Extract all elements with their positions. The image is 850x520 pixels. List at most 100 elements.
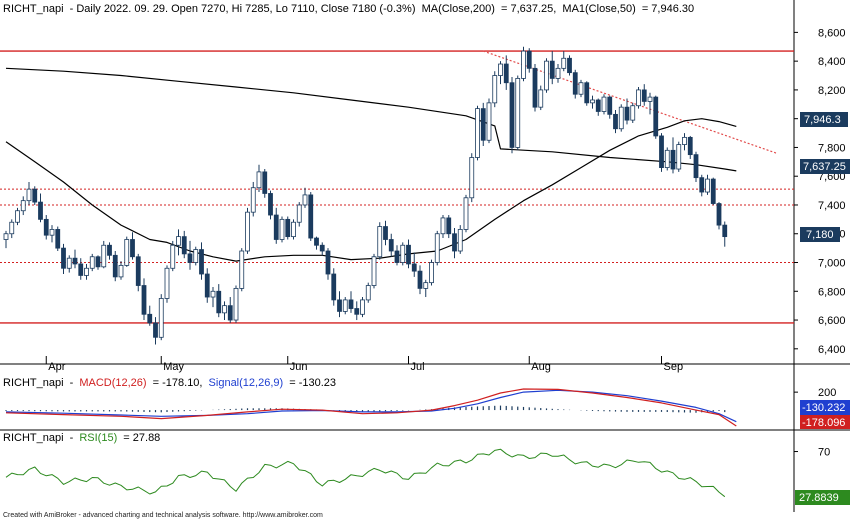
month-label: Sep bbox=[664, 361, 684, 373]
macd-line bbox=[5, 388, 737, 427]
candle bbox=[687, 135, 693, 159]
candle-body bbox=[503, 63, 509, 84]
candle-body bbox=[624, 106, 630, 121]
price-ytick-label: 6,400 bbox=[818, 344, 846, 356]
candle bbox=[388, 233, 394, 257]
candle-body bbox=[532, 67, 538, 108]
candle-body bbox=[498, 63, 503, 76]
candle-body bbox=[469, 157, 475, 199]
price-ytick-label: 7,600 bbox=[818, 171, 846, 183]
candle bbox=[555, 64, 561, 83]
candle bbox=[176, 229, 181, 256]
candle bbox=[72, 249, 78, 269]
candle-body bbox=[693, 154, 699, 179]
candle-body bbox=[526, 50, 532, 69]
candle-body bbox=[216, 290, 222, 314]
candle bbox=[20, 196, 26, 216]
candle bbox=[457, 225, 463, 254]
candle-body bbox=[308, 194, 314, 239]
candle-body bbox=[354, 308, 360, 315]
candle-body bbox=[463, 197, 469, 230]
candle bbox=[193, 246, 199, 266]
candle bbox=[15, 207, 20, 226]
candle-body bbox=[176, 236, 181, 246]
candle bbox=[118, 261, 124, 280]
candle bbox=[371, 253, 377, 289]
candle-body bbox=[15, 210, 20, 223]
candle bbox=[469, 153, 475, 203]
candle bbox=[394, 245, 400, 266]
candle bbox=[250, 181, 256, 217]
candle-body bbox=[371, 256, 377, 286]
candle bbox=[55, 226, 61, 252]
candle bbox=[584, 81, 590, 106]
candle bbox=[475, 105, 480, 161]
candle bbox=[705, 174, 710, 195]
badge-close-text: 7,180 bbox=[806, 229, 834, 241]
price-header-ticker: RICHT_napi bbox=[3, 3, 64, 15]
candle bbox=[670, 137, 676, 174]
candle-body bbox=[417, 270, 423, 289]
candle bbox=[446, 215, 452, 239]
candle-body bbox=[72, 257, 78, 265]
candle-body bbox=[141, 285, 147, 315]
candle bbox=[624, 98, 630, 125]
candle-body bbox=[601, 96, 607, 112]
candle-body bbox=[89, 256, 95, 269]
candle bbox=[84, 263, 89, 280]
candle bbox=[653, 95, 659, 139]
badge-close: 7,180 bbox=[800, 227, 840, 242]
price-ytick-label: 7,800 bbox=[818, 142, 846, 154]
candle-body bbox=[118, 264, 124, 278]
candle-body bbox=[26, 188, 32, 202]
candle-body bbox=[187, 253, 193, 263]
candle-body bbox=[256, 171, 262, 189]
candle-body bbox=[193, 249, 199, 263]
candle-body bbox=[659, 135, 664, 168]
candle bbox=[95, 255, 101, 270]
candle bbox=[187, 240, 193, 270]
badge-rsi: 27.8839 bbox=[795, 490, 850, 505]
candle-body bbox=[222, 305, 227, 314]
month-label: May bbox=[163, 361, 184, 373]
month-label: Jun bbox=[290, 361, 308, 373]
candle-body bbox=[722, 224, 728, 238]
candle-body bbox=[49, 229, 55, 236]
macd-signal-line bbox=[5, 389, 737, 423]
candle-body bbox=[434, 233, 440, 263]
candle-body bbox=[509, 82, 515, 148]
candle bbox=[158, 294, 164, 341]
candle bbox=[26, 181, 32, 205]
candle bbox=[262, 169, 268, 198]
candle bbox=[210, 286, 216, 308]
candle-body bbox=[590, 99, 595, 104]
candle-body bbox=[337, 299, 342, 312]
candle-body bbox=[153, 322, 158, 338]
candle-body bbox=[250, 187, 256, 213]
candle-body bbox=[555, 67, 561, 79]
candle bbox=[319, 242, 325, 256]
candle-body bbox=[716, 203, 722, 226]
price-ytick-label: 8,200 bbox=[818, 85, 846, 97]
candle bbox=[49, 225, 55, 243]
badge-macd-text: -178.096 bbox=[802, 417, 845, 429]
candle-body bbox=[406, 244, 411, 265]
candle-body bbox=[135, 256, 141, 286]
rsi-ytick-label: 70 bbox=[818, 447, 830, 459]
candle bbox=[3, 230, 9, 249]
candle-body bbox=[705, 178, 710, 193]
candle-body bbox=[170, 244, 176, 269]
candle bbox=[124, 236, 130, 267]
price-ytick-label: 7,400 bbox=[818, 200, 846, 212]
candle-body bbox=[446, 217, 452, 235]
candle bbox=[199, 242, 204, 280]
macd-ytick-label: 200 bbox=[818, 387, 836, 399]
candle-body bbox=[687, 136, 693, 156]
price-header-ma50-value: = 7,946.30 bbox=[642, 3, 694, 15]
candle-body bbox=[682, 136, 687, 145]
candle-body bbox=[492, 75, 498, 104]
rsi-header: RICHT_napi - RSI(15) = 27.88 bbox=[3, 432, 160, 444]
candle-body bbox=[486, 102, 492, 141]
